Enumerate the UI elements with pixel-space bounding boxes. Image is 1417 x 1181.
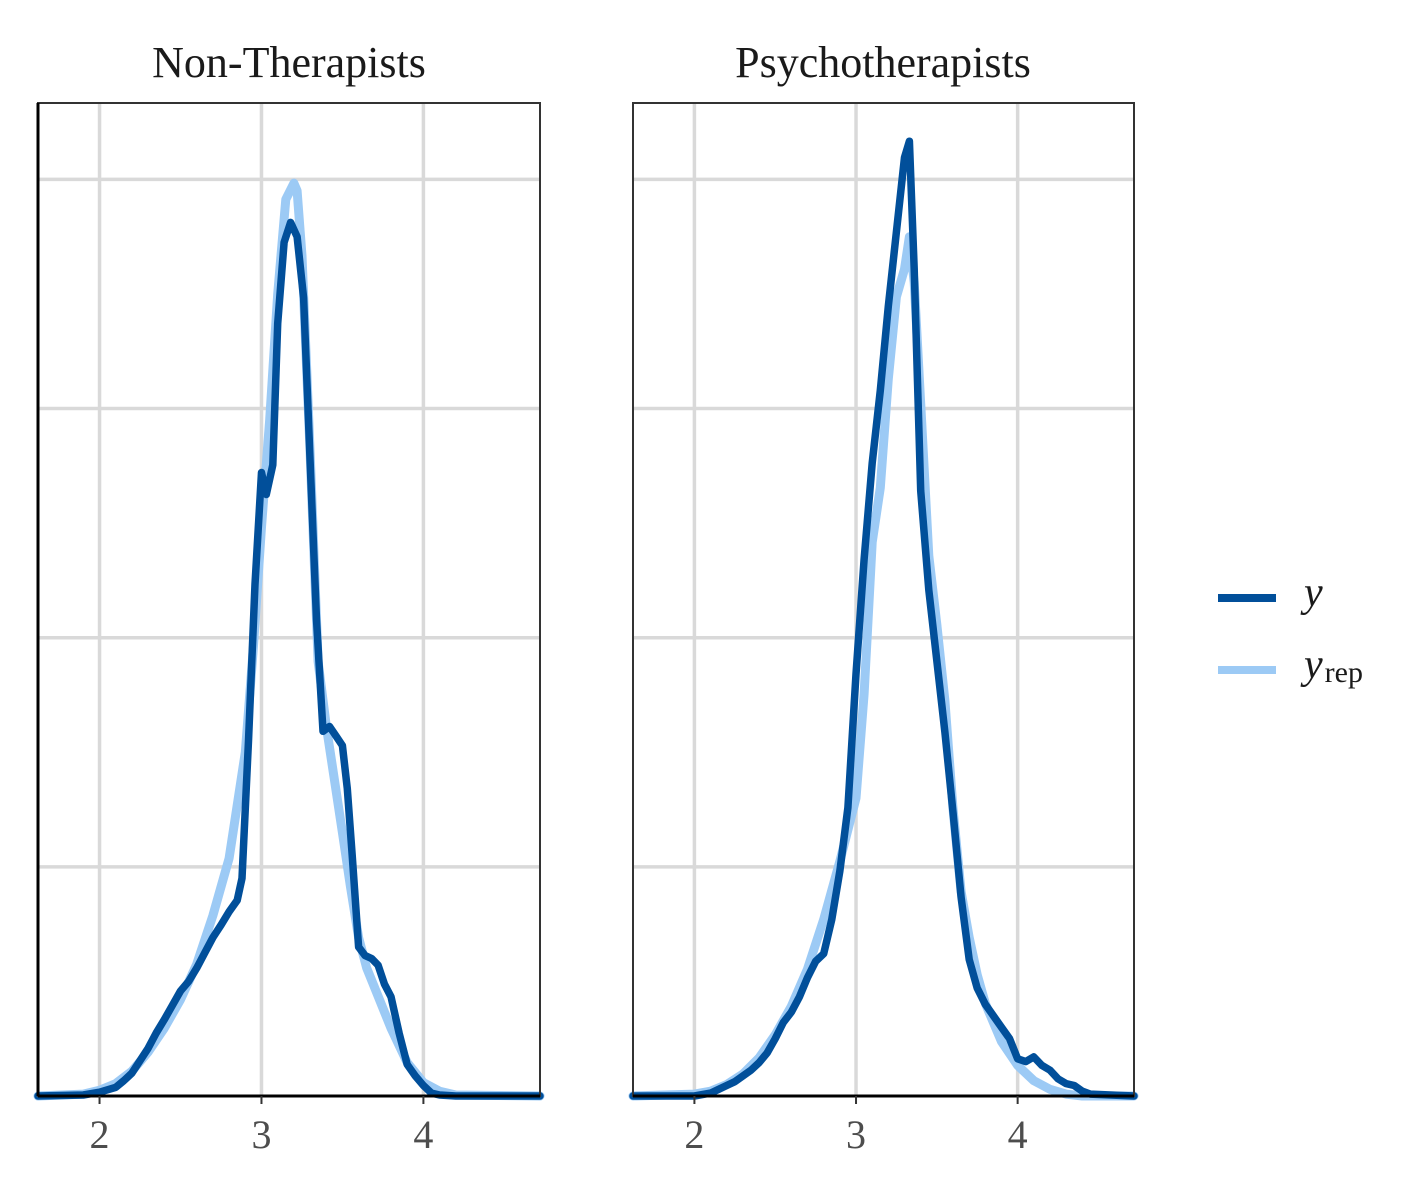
legend-label-subscript: rep bbox=[1325, 656, 1363, 689]
panel-non-therapists: Non-Therapists 2 3 4 bbox=[33, 38, 545, 1157]
x-tick-label: 2 bbox=[90, 1112, 110, 1157]
x-axis-ticks: 2 3 4 bbox=[684, 1096, 1028, 1157]
density-series bbox=[628, 137, 1139, 1101]
panel-frame bbox=[37, 102, 541, 1097]
legend-label-y: y bbox=[1300, 570, 1323, 616]
panel-psychotherapists: Psychotherapists 2 3 4 bbox=[628, 38, 1139, 1157]
density-line-y bbox=[629, 137, 1138, 1100]
x-tick-label: 3 bbox=[846, 1112, 866, 1157]
grid bbox=[38, 103, 540, 1096]
panel-title: Non-Therapists bbox=[152, 38, 426, 87]
x-tick-label: 4 bbox=[413, 1112, 433, 1157]
density-line-y-rep bbox=[33, 178, 545, 1101]
density-line-y bbox=[34, 218, 544, 1100]
x-axis-ticks: 2 3 4 bbox=[90, 1096, 433, 1157]
legend: y yrep bbox=[1218, 570, 1363, 689]
x-tick-label: 4 bbox=[1008, 1112, 1028, 1157]
panel-frame bbox=[632, 102, 1135, 1097]
x-tick-label: 2 bbox=[684, 1112, 704, 1157]
density-series bbox=[33, 178, 545, 1101]
legend-label-y-rep: yrep bbox=[1300, 642, 1363, 689]
legend-item-y: y bbox=[1218, 570, 1323, 616]
panel-title: Psychotherapists bbox=[735, 38, 1031, 87]
legend-item-y-rep: yrep bbox=[1218, 642, 1363, 689]
x-tick-label: 3 bbox=[251, 1112, 271, 1157]
grid bbox=[633, 103, 1134, 1096]
